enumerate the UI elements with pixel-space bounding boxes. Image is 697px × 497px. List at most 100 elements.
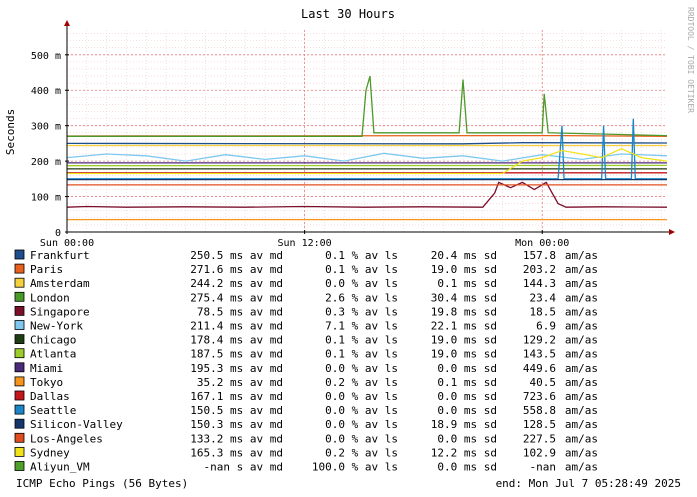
- legend-swatch: [14, 404, 25, 415]
- legend-name: New-York: [30, 320, 83, 333]
- legend-avg: 178.4 ms av md: [190, 334, 283, 347]
- legend-swatch: [14, 320, 25, 330]
- legend-sd: 19.0 ms sd: [431, 348, 497, 361]
- legend-unit: am/as: [565, 348, 598, 361]
- legend-amas: 723.6: [523, 390, 556, 403]
- side-watermark: RRDTOOL / TOBI OETIKER: [686, 7, 695, 113]
- y-axis-label: Seconds: [4, 109, 17, 155]
- legend-sd: 0.0 ms sd: [437, 362, 497, 375]
- legend-avg: 165.3 ms av md: [190, 446, 283, 459]
- legend-swatch: [14, 362, 25, 373]
- legend-avg: 187.5 ms av md: [190, 348, 283, 361]
- legend-sd: 19.0 ms sd: [431, 334, 497, 347]
- y-tick-label: 300 m: [31, 122, 61, 133]
- legend-unit: am/as: [565, 390, 598, 403]
- legend-sd: 0.0 ms sd: [437, 404, 497, 417]
- legend-name: Chicago: [30, 334, 76, 347]
- y-tick-label: 500 m: [31, 51, 61, 62]
- legend-amas: 102.9: [523, 446, 556, 459]
- legend-unit: am/as: [565, 461, 598, 474]
- legend-sd: 12.2 ms sd: [431, 446, 497, 459]
- legend-sd: 19.8 ms sd: [431, 305, 497, 318]
- legend-unit: am/as: [565, 263, 598, 276]
- legend-amas: 157.8: [523, 249, 556, 262]
- legend-unit: am/as: [565, 249, 598, 262]
- legend-avg: 195.3 ms av md: [190, 362, 283, 375]
- legend-sd: 19.0 ms sd: [431, 263, 497, 276]
- legend-amas: 143.5: [523, 348, 556, 361]
- legend-unit: am/as: [565, 446, 598, 459]
- legend-avg: 244.2 ms av md: [190, 277, 283, 290]
- legend-name: Dallas: [30, 390, 70, 403]
- y-tick-label: 0: [55, 228, 61, 239]
- legend-unit: am/as: [565, 334, 598, 347]
- legend-unit: am/as: [565, 418, 598, 431]
- legend-loss: 100.0 % av ls: [312, 461, 398, 474]
- legend-avg: 250.5 ms av md: [190, 249, 283, 262]
- legend-sd: 22.1 ms sd: [431, 320, 497, 333]
- series-line-sydney: [67, 147, 668, 175]
- legend-loss: 0.2 % av ls: [325, 446, 398, 459]
- chart-title: Last 30 Hours: [301, 7, 395, 21]
- x-tick-label: Sun 00:00: [40, 238, 94, 249]
- legend-name: Amsterdam: [30, 277, 90, 290]
- legend-avg: 167.1 ms av md: [190, 390, 283, 403]
- legend-loss: 0.0 % av ls: [325, 418, 398, 431]
- legend-amas: 558.8: [523, 404, 556, 417]
- series-line-new-york: [66, 152, 668, 162]
- legend-name: Sydney: [30, 446, 70, 459]
- legend-unit: am/as: [565, 305, 598, 318]
- legend-amas: 227.5: [523, 432, 556, 445]
- legend-name: Paris: [30, 263, 63, 276]
- legend-swatch: [14, 277, 25, 288]
- legend-swatch: [14, 461, 25, 471]
- legend-unit: am/as: [565, 291, 598, 304]
- series-line-seattle: [67, 118, 667, 180]
- y-tick-label: 100 m: [31, 193, 61, 204]
- series-line-frankfurt: [66, 142, 668, 145]
- y-tick-label: 400 m: [31, 86, 61, 97]
- legend-sd: 0.1 ms sd: [437, 376, 497, 389]
- legend-loss: 0.1 % av ls: [325, 348, 398, 361]
- legend-loss: 0.3 % av ls: [325, 305, 398, 318]
- legend: Frankfurt 250.5 ms av md 0.1 % av ls 20.4 m…: [14, 249, 598, 474]
- legend-sd: 0.0 ms sd: [437, 390, 497, 403]
- x-tick-label: Sun 12:00: [278, 238, 332, 249]
- legend-name: Singapore: [30, 305, 90, 318]
- legend-swatch: [14, 249, 25, 260]
- axes: 0 100 m 200 m 300 m 400 m 500 m Sun 00:00 Sun 1…: [31, 20, 675, 249]
- legend-name: Aliyun_VM: [30, 461, 90, 474]
- legend-unit: am/as: [565, 362, 598, 375]
- series-line-london: [67, 75, 668, 137]
- footer-left: ICMP Echo Pings (56 Bytes): [16, 477, 188, 490]
- legend-loss: 0.0 % av ls: [325, 362, 398, 375]
- legend-name: Tokyo: [30, 376, 63, 389]
- legend-loss: 0.1 % av ls: [325, 249, 398, 262]
- legend-avg: 150.5 ms av md: [190, 404, 283, 417]
- legend-amas: -nan: [530, 461, 557, 474]
- series-lines: [66, 75, 668, 221]
- legend-avg: 271.6 ms av md: [190, 263, 283, 276]
- legend-amas: 203.2: [523, 263, 556, 276]
- legend-loss: 2.6 % av ls: [325, 291, 398, 304]
- legend-name: Frankfurt: [30, 249, 90, 262]
- legend-unit: am/as: [565, 320, 598, 333]
- legend-unit: am/as: [565, 277, 598, 290]
- legend-loss: 0.0 % av ls: [325, 277, 398, 290]
- legend-amas: 449.6: [523, 362, 556, 375]
- legend-avg: 150.3 ms av md: [190, 418, 283, 431]
- legend-swatch: [14, 348, 25, 359]
- legend-avg: -nan s av md: [204, 461, 283, 474]
- legend-loss: 0.0 % av ls: [325, 432, 398, 445]
- legend-amas: 129.2: [523, 334, 556, 347]
- legend-swatch: [14, 390, 25, 401]
- legend-amas: 6.9: [536, 320, 556, 333]
- legend-unit: am/as: [565, 432, 598, 445]
- legend-sd: 20.4 ms sd: [431, 249, 497, 262]
- legend-sd: 0.0 ms sd: [437, 461, 497, 474]
- legend-amas: 18.5: [530, 305, 557, 318]
- legend-amas: 144.3: [523, 277, 556, 290]
- legend-name: Seattle: [30, 404, 76, 417]
- legend-loss: 7.1 % av ls: [325, 320, 398, 333]
